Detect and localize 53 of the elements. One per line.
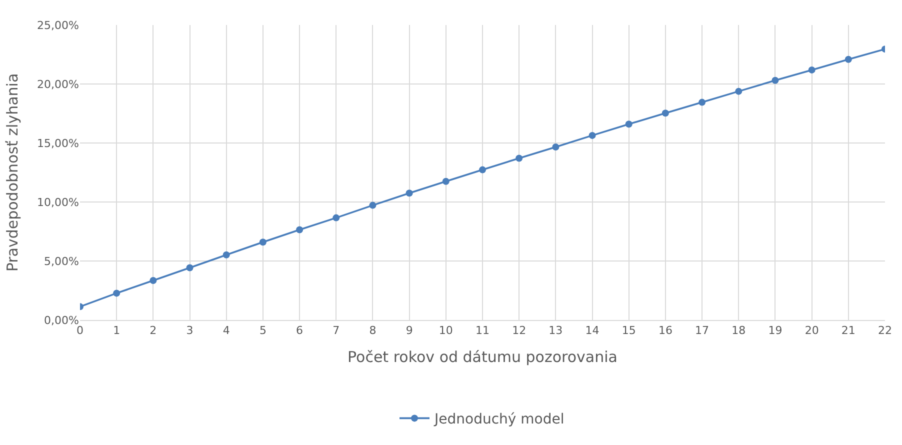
point (369, 202, 376, 209)
x-tick-label: 6 (296, 324, 304, 338)
point (222, 251, 230, 258)
point (332, 214, 340, 222)
point (296, 226, 304, 234)
y-tick-label: 5,00% (44, 254, 79, 268)
point (186, 264, 194, 272)
x-tick-label: 10 (438, 324, 453, 338)
x-tick-label: 5 (259, 324, 266, 338)
x-tick-label: 12 (512, 324, 526, 338)
x-tick-label: 2 (150, 324, 157, 338)
x-tick-label: 9 (406, 324, 413, 338)
x-tick-label: 22 (878, 324, 892, 338)
y-tick-label: 10,00% (37, 196, 79, 209)
legend-label: Jednoduchý model (434, 412, 564, 428)
x-tick-label: 11 (476, 324, 490, 338)
point (113, 290, 120, 297)
point (844, 56, 852, 63)
x-tick-label: 1 (113, 324, 120, 338)
x-tick-label: 18 (732, 324, 746, 338)
point (552, 144, 560, 151)
y-tick-label: 0,00% (44, 314, 79, 327)
point (698, 98, 706, 106)
y-tick-label: 25,00% (37, 18, 79, 32)
x-tick-label: 21 (841, 324, 856, 338)
x-tick-label: 13 (548, 324, 563, 338)
x-tick-label: 15 (622, 324, 636, 338)
point (808, 66, 816, 74)
point (479, 166, 486, 174)
point (259, 238, 266, 246)
point (516, 154, 523, 162)
x-tick-label: 20 (804, 324, 819, 338)
x-tick-label: 8 (369, 324, 376, 338)
x-tick-label: 14 (585, 324, 600, 338)
y-tick-label: 15,00% (37, 136, 79, 150)
x-tick-label: 17 (695, 324, 710, 338)
point (150, 276, 157, 284)
x-tick-label: 16 (658, 324, 672, 338)
x-tick-label: 4 (222, 324, 230, 338)
point (588, 132, 596, 139)
x-tick-label: 3 (186, 324, 194, 338)
y-axis-title: Pravdepodobnosť zlyhania (3, 73, 22, 272)
x-tick-label: 0 (76, 324, 84, 338)
point (625, 120, 632, 128)
x-tick-label: 7 (332, 324, 340, 338)
x-tick-label: 19 (768, 324, 782, 338)
point (442, 178, 450, 185)
point (735, 88, 742, 95)
y-tick-label: 20,00% (37, 78, 79, 91)
point (662, 110, 669, 117)
point (772, 76, 779, 84)
point (406, 190, 413, 197)
x-axis-title: Počet rokov od dátumu pozorovania (348, 348, 618, 366)
